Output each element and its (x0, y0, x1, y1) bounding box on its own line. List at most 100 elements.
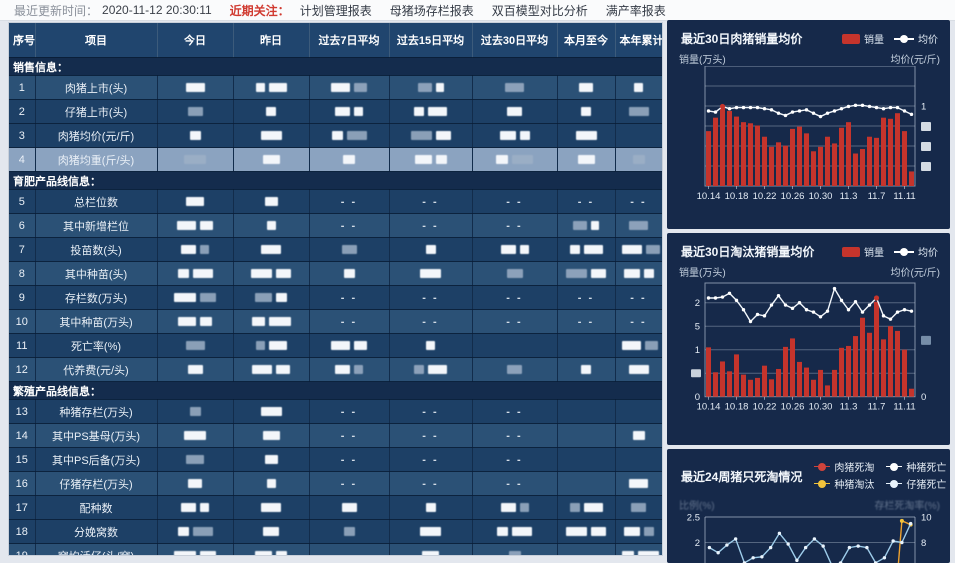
table-row[interactable]: 16 仔猪存栏(万头) - - - - - - (9, 471, 662, 496)
data-cell (472, 495, 558, 520)
legend-item[interactable]: 仔猪死亡 (886, 476, 946, 491)
table-row[interactable]: 15 其中PS后备(万头) - - - - - - (9, 447, 662, 472)
redacted-value (623, 269, 640, 279)
data-cell (233, 309, 310, 334)
table-row[interactable]: 8 其中种苗(头) (9, 261, 662, 286)
legend-item[interactable]: 肉猪死淘 (814, 459, 874, 474)
redacted-value (628, 365, 649, 375)
legend-label[interactable]: 销量 (864, 35, 884, 46)
redacted-value (266, 107, 276, 117)
redacted-value (181, 245, 196, 255)
redacted-value (251, 269, 272, 279)
redacted-value (428, 365, 447, 375)
table-row[interactable]: 1 肉猪上市(头) (9, 75, 662, 100)
table-row[interactable]: 17 配种数 (9, 495, 662, 520)
data-cell (615, 423, 662, 448)
data-cell (233, 399, 310, 424)
data-cell (157, 447, 234, 472)
row-item-name: 死亡率(%) (35, 333, 158, 358)
redacted-value (264, 455, 278, 465)
table-row[interactable]: 5 总栏位数 - - - - - - - - - - (9, 189, 662, 214)
no-data-dashes: - - (340, 315, 358, 328)
table-row[interactable]: 12 代养费(元/头) (9, 357, 662, 382)
data-cell (557, 399, 616, 424)
redacted-value (261, 245, 281, 255)
chart-legend: 销量 均价 (842, 31, 938, 46)
redacted-value (629, 479, 648, 489)
data-cell (233, 543, 310, 555)
redacted-value (177, 269, 189, 279)
table-row[interactable]: 6 其中新增栏位 - - - - - - (9, 213, 662, 238)
redacted-value (645, 245, 660, 255)
legend-item[interactable]: 种猪淘汰 (814, 476, 874, 491)
svg-text:10.26: 10.26 (781, 191, 805, 202)
table-row[interactable]: 19窝均活仔(头/窝) (9, 543, 662, 555)
data-cell: - - (472, 447, 558, 472)
redacted-value (512, 527, 532, 537)
row-number: 2 (9, 99, 36, 124)
legend-item[interactable]: 种猪死亡 (886, 459, 946, 474)
redacted-value (335, 107, 350, 117)
redacted-value (410, 131, 432, 141)
row-item-name: 总栏位数 (35, 189, 158, 214)
table-header-row: 序号 项目 今日 昨日 过去7日平均 过去15日平均 过去30日平均 本月至今 本年累计 (9, 23, 662, 58)
redacted-value (623, 527, 640, 537)
report-link-2[interactable]: 双百模型对比分析 (491, 3, 588, 18)
table-row[interactable]: 4 肉猪均重(斤/头) (9, 147, 662, 172)
redacted-value (331, 131, 343, 141)
svg-text:2.5: 2.5 (687, 513, 700, 524)
svg-text:10.14: 10.14 (697, 191, 721, 202)
section-row: 销售信息： (9, 57, 662, 76)
no-data-dashes: - - (422, 453, 439, 466)
data-cell (233, 261, 310, 286)
table-row[interactable]: 18 分娩窝数 (9, 519, 662, 544)
table-row[interactable]: 2 仔猪上市(头) (9, 99, 662, 124)
redacted-value (255, 341, 265, 351)
y-right-axis-name: 均价(元/斤) (890, 268, 940, 279)
no-data-dashes: - - (340, 195, 358, 208)
data-cell (557, 447, 616, 472)
row-item-name: 其中PS后备(万头) (35, 447, 158, 472)
data-cell (615, 123, 662, 148)
report-link-3[interactable]: 满产率报表 (605, 3, 666, 18)
row-item-name: 其中PS基母(万头) (35, 423, 158, 448)
report-link-1[interactable]: 母猪场存栏报表 (389, 3, 474, 18)
redacted-value (500, 503, 516, 513)
row-number: 5 (9, 189, 36, 214)
table-row[interactable]: 11 死亡率(%) (9, 333, 662, 358)
svg-text:11.7: 11.7 (868, 402, 886, 413)
table-row[interactable]: 10 其中种苗(万头) - - - - - - - - - - (9, 309, 662, 334)
legend-label[interactable]: 均价 (918, 35, 938, 46)
data-cell (157, 261, 234, 286)
data-cell (472, 333, 558, 358)
redacted-value (260, 131, 282, 141)
redacted-value (187, 107, 203, 117)
axis-name-row: 销量(万头) 均价(元/斤) (667, 260, 950, 279)
data-cell (233, 357, 310, 382)
sales-legend-swatch (842, 246, 860, 257)
data-cell (157, 423, 234, 448)
redacted-value (629, 221, 648, 231)
table-row[interactable]: 13 种猪存栏(万头) - - - - - - (9, 399, 662, 424)
data-cell (309, 495, 390, 520)
avg-price-legend-marker (894, 34, 914, 44)
table-row[interactable]: 7 投苗数(头) (9, 237, 662, 262)
column-header: 项目 (35, 23, 158, 58)
redacted-value (497, 527, 508, 537)
redacted-value (519, 245, 529, 255)
table-row[interactable]: 9 存栏数(万头) - - - - - - - - - - (9, 285, 662, 310)
data-cell: - - (389, 447, 473, 472)
no-data-dashes: - - (506, 315, 523, 328)
legend-label[interactable]: 销量 (864, 248, 884, 259)
report-link-0[interactable]: 计划管理报表 (299, 3, 372, 18)
data-cell (615, 237, 662, 262)
table-row[interactable]: 14 其中PS基母(万头) - - - - - - (9, 423, 662, 448)
data-cell: - - (309, 285, 390, 310)
table-row[interactable]: 3 肉猪均价(元/斤) (9, 123, 662, 148)
svg-text:0: 0 (921, 392, 926, 403)
redacted-value (621, 341, 641, 351)
redacted-value (632, 155, 645, 165)
data-cell: - - (389, 285, 473, 310)
legend-label[interactable]: 均价 (918, 248, 938, 259)
